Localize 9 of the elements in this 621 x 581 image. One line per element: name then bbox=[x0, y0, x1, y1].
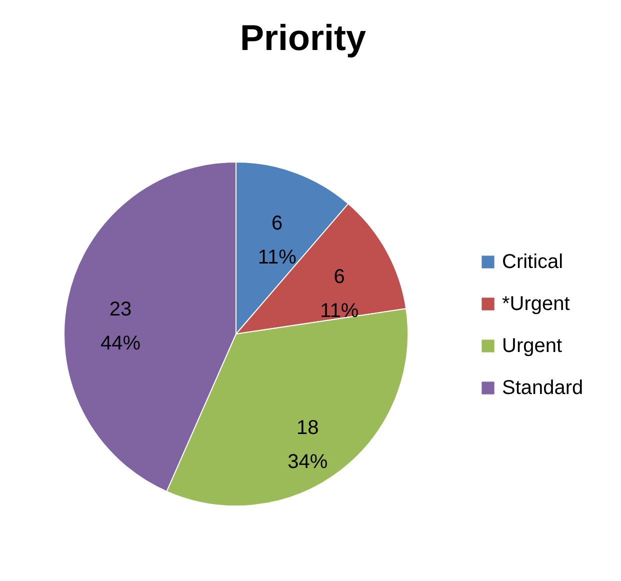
legend-label: Critical bbox=[502, 251, 564, 273]
data-label: 6 11% bbox=[258, 212, 297, 268]
legend-label: Urgent bbox=[502, 335, 562, 357]
data-label: 23 44% bbox=[100, 298, 141, 355]
legend-label: Standard bbox=[502, 377, 584, 399]
data-label: 6 11% bbox=[320, 266, 359, 322]
legend-label: *Urgent bbox=[502, 293, 570, 315]
chart-title: Priority bbox=[240, 17, 366, 58]
data-label: 18 34% bbox=[288, 416, 328, 473]
